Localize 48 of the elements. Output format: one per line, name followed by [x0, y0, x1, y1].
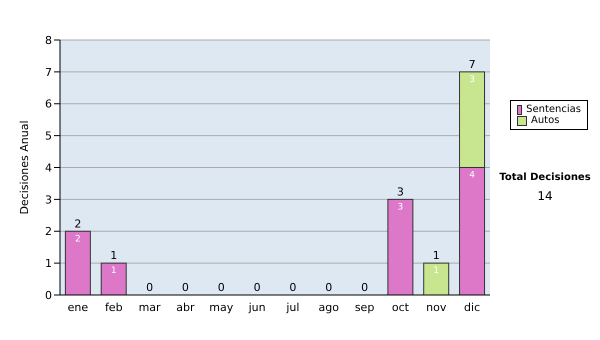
text: Total Decisiones — [498, 172, 592, 183]
x-tick-label: nov — [426, 300, 447, 314]
total-label: 2 — [74, 217, 82, 230]
x-tick-label: dic — [464, 300, 480, 314]
y-tick-label: 1 — [45, 257, 52, 270]
total-label: 0 — [325, 281, 332, 294]
total-label: 1 — [432, 249, 440, 262]
total-label: 1 — [110, 249, 118, 262]
y-tick-label: 7 — [45, 66, 52, 79]
data-label: 2 — [75, 234, 81, 244]
y-tick-label: 4 — [45, 161, 52, 174]
x-tick-label: may — [209, 300, 234, 314]
data-label: 3 — [398, 202, 404, 212]
bar — [100, 262, 127, 295]
x-tick-label: jun — [248, 300, 266, 314]
y-tick-label: 6 — [45, 98, 52, 111]
y-tick-label: 0 — [45, 288, 52, 302]
total-label: 7 — [468, 58, 476, 71]
data-label: 3 — [469, 74, 475, 85]
bar — [387, 198, 414, 295]
x-tick-label: mar — [138, 300, 162, 314]
total-label: 0 — [182, 281, 189, 294]
x-tick-label: ene — [68, 300, 88, 314]
x-tick-label: oct — [392, 300, 410, 314]
data-label: 1 — [433, 266, 440, 276]
total-label: 0 — [361, 281, 368, 294]
total-label: 0 — [254, 281, 261, 294]
y-axis-title: Decisiones Anual — [18, 120, 31, 215]
x-tick-label: sep — [354, 300, 374, 314]
bar — [423, 262, 450, 295]
total-label: 0 — [218, 281, 225, 294]
total-label: 0 — [146, 281, 154, 294]
y-tick-label: 3 — [45, 193, 52, 206]
x-tick-label: ago — [318, 300, 340, 314]
total-label: 3 — [396, 185, 404, 198]
y-tick-label: 5 — [45, 130, 52, 143]
bar — [64, 230, 91, 295]
x-tick-label: feb — [104, 300, 123, 314]
data-label: 4 — [469, 170, 476, 180]
legend-label: Sentencias — [526, 104, 581, 115]
data-label: 1 — [110, 266, 117, 276]
x-tick-label: abr — [176, 300, 196, 314]
total-label: 0 — [289, 281, 296, 294]
text: 14 — [536, 189, 554, 203]
y-tick-label: 8 — [45, 34, 52, 47]
y-tick-label: 2 — [45, 225, 52, 238]
legend-label: Autos — [531, 115, 560, 126]
x-tick-label: jul — [285, 300, 300, 314]
